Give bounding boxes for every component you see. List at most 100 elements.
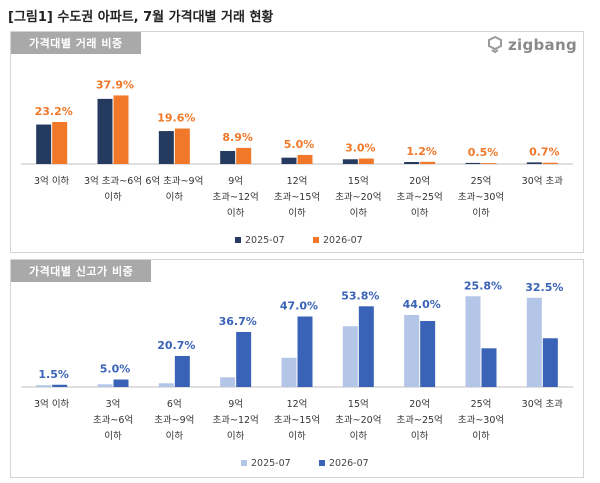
bar-2026-07 <box>481 163 497 164</box>
legend-label: 2026-07 <box>329 458 369 469</box>
bar-2026-07 <box>174 128 190 164</box>
bar-2026-07 <box>542 162 558 164</box>
category-label: 12억 <box>287 175 308 187</box>
bar-2026-07 <box>542 338 558 387</box>
data-label: 1.2% <box>406 145 437 158</box>
chart-panel-transaction-share: 가격대별 거래 비중 zigbang 23.2% 3억 이하 37.9% 3억 초과~… <box>10 31 584 253</box>
category-label: 6억 초과~9억 <box>145 175 203 187</box>
bar-2025-07 <box>158 383 174 387</box>
category-label: 초과~12억 <box>213 414 259 426</box>
category-label: 초과~20억 <box>335 191 381 203</box>
bar-2025-07 <box>36 385 52 387</box>
bar-2025-07 <box>97 98 113 164</box>
category-label: 초과~20억 <box>335 414 381 426</box>
bar-2026-07 <box>297 316 313 387</box>
data-label: 1.5% <box>38 368 69 381</box>
bar-2025-07 <box>526 162 542 164</box>
bar-2025-07 <box>220 150 236 164</box>
category-label: 25억 <box>471 398 492 410</box>
category-label: 9억 <box>228 175 243 187</box>
category-label: 3억 초과~6억 <box>84 175 142 187</box>
category-label: 초과~30억 <box>458 191 504 203</box>
bar-2025-07 <box>526 297 542 387</box>
data-label: 5.0% <box>100 363 131 376</box>
data-label: 5.0% <box>284 138 315 151</box>
category-label: 초과~25억 <box>397 414 443 426</box>
data-label: 3.0% <box>345 142 376 155</box>
bar-2026-07 <box>113 379 129 387</box>
logo-text: zigbang <box>508 36 577 54</box>
category-label: 이하 <box>411 207 429 219</box>
data-label: 8.9% <box>222 131 253 144</box>
bar-2026-07 <box>297 154 313 164</box>
bar-2025-07 <box>97 384 113 387</box>
category-label: 초과~9억 <box>154 414 194 426</box>
data-label: 53.8% <box>341 289 379 302</box>
legend-swatch <box>235 237 241 243</box>
category-label: 초과~15억 <box>274 414 320 426</box>
legend-swatch <box>313 237 319 243</box>
zigbang-logo: zigbang <box>486 35 577 54</box>
bar-2025-07 <box>342 326 358 387</box>
bar-2025-07 <box>465 296 481 387</box>
category-label: 이하 <box>288 430 306 442</box>
category-label: 초과~30억 <box>458 414 504 426</box>
category-label: 이하 <box>166 191 184 203</box>
legend-swatch <box>319 460 325 466</box>
category-label: 이하 <box>104 430 122 442</box>
data-label: 23.2% <box>35 105 73 118</box>
bar-2026-07 <box>420 321 436 387</box>
bar-2026-07 <box>52 384 68 387</box>
bar-2026-07 <box>113 95 129 164</box>
category-label: 초과~6억 <box>93 414 133 426</box>
bar-2025-07 <box>404 315 420 387</box>
bar-2026-07 <box>236 331 252 387</box>
bar-2025-07 <box>36 124 52 164</box>
data-label: 25.8% <box>464 279 502 292</box>
category-label: 3억 <box>106 398 121 410</box>
bar-2026-07 <box>358 158 374 164</box>
legend-label: 2026-07 <box>323 235 363 246</box>
category-label: 6억 <box>167 398 182 410</box>
data-label: 32.5% <box>525 281 563 294</box>
data-label: 37.9% <box>96 78 134 91</box>
bar-2026-07 <box>420 161 436 164</box>
category-label: 25억 <box>471 175 492 187</box>
category-label: 초과~25억 <box>397 191 443 203</box>
panel-title: 가격대별 거래 비중 <box>11 32 141 54</box>
category-label: 3억 이하 <box>34 398 70 410</box>
figure-title: [그림1] 수도권 아파트, 7월 가격대별 거래 현황 <box>8 10 274 25</box>
panel-title: 가격대별 신고가 비중 <box>11 260 152 282</box>
data-label: 0.5% <box>468 146 499 159</box>
category-label: 20억 <box>409 175 430 187</box>
category-label: 3억 이하 <box>34 175 70 187</box>
category-label: 초과~15억 <box>274 191 320 203</box>
bar-2026-07 <box>358 306 374 387</box>
category-label: 이하 <box>350 430 368 442</box>
bar-2026-07 <box>481 348 497 387</box>
category-label: 이하 <box>472 430 490 442</box>
legend-label: 2025-07 <box>251 458 291 469</box>
category-label: 이하 <box>472 207 490 219</box>
category-label: 9억 <box>228 398 243 410</box>
data-label: 19.6% <box>157 112 195 125</box>
data-label: 47.0% <box>280 300 318 313</box>
bar-2026-07 <box>174 355 190 387</box>
bar-2025-07 <box>465 162 481 164</box>
bar-2026-07 <box>52 122 68 164</box>
bar-2026-07 <box>236 147 252 164</box>
category-label: 이하 <box>288 207 306 219</box>
category-label: 12억 <box>287 398 308 410</box>
category-label: 이하 <box>166 430 184 442</box>
category-label: 이하 <box>350 207 368 219</box>
category-label: 이하 <box>227 207 245 219</box>
data-label: 20.7% <box>157 339 195 352</box>
category-label: 초과~12억 <box>213 191 259 203</box>
data-label: 36.7% <box>219 315 257 328</box>
category-label: 15억 <box>348 175 369 187</box>
bar-2025-07 <box>404 162 420 164</box>
category-label: 30억 초과 <box>522 398 564 410</box>
